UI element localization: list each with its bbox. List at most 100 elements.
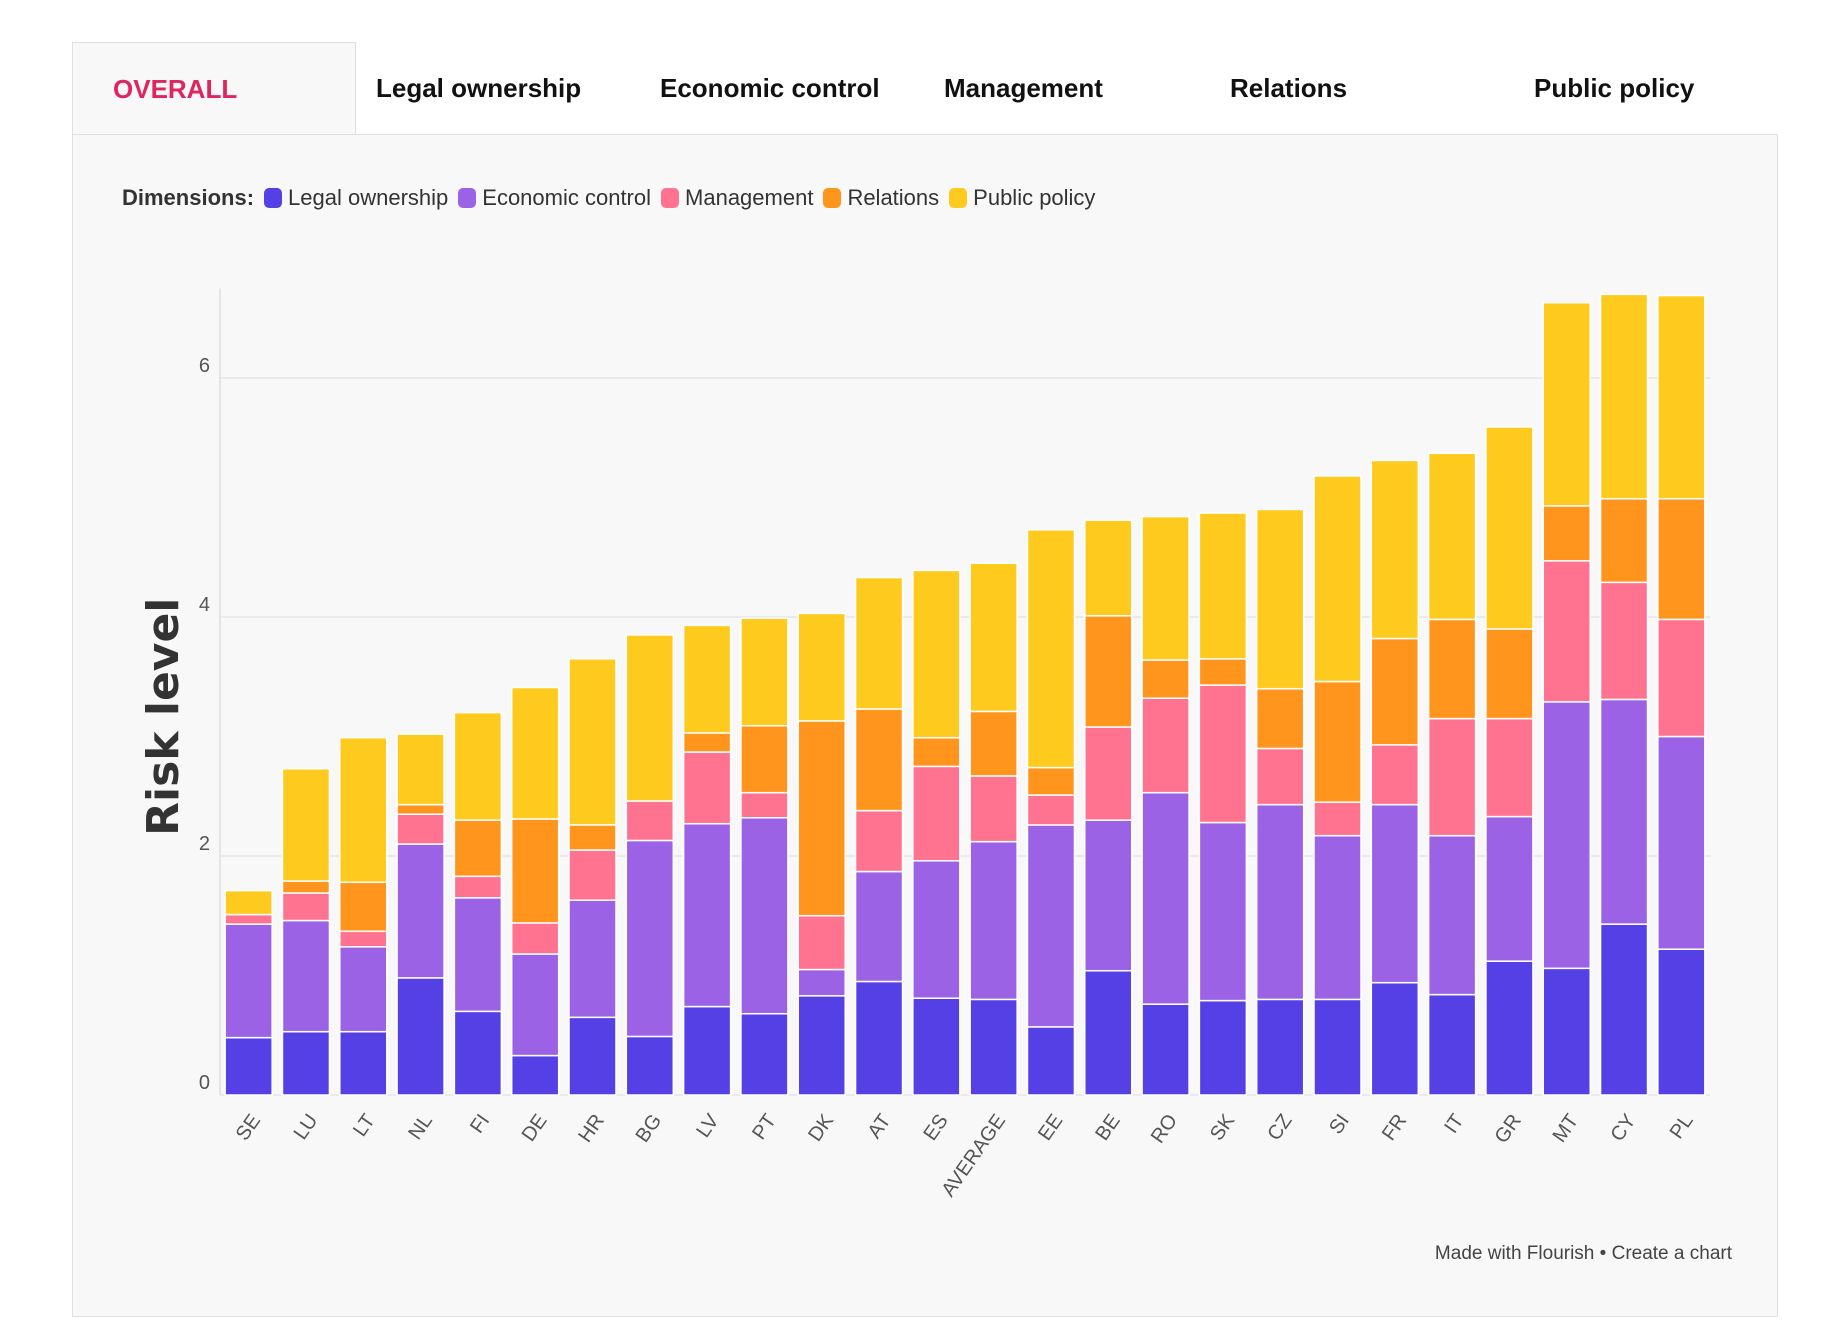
tab-relations[interactable]: Relations (1230, 73, 1348, 103)
bar-segment (1599, 581, 1649, 701)
bar-segment (1599, 698, 1649, 925)
bar-segment (568, 658, 617, 826)
x-tick-label: IT (1440, 1110, 1468, 1137)
legend-swatch (823, 188, 842, 208)
bar-segment (339, 930, 388, 948)
bar-segment (1026, 529, 1076, 769)
bar-segment (797, 612, 846, 722)
bar-segment (1485, 815, 1534, 962)
bar-segment (281, 880, 331, 894)
bar-segment (682, 1005, 732, 1096)
bar-segment (1370, 981, 1420, 1096)
tab-legal-ownership[interactable]: Legal ownership (376, 73, 582, 103)
bar-segment (396, 733, 445, 806)
bar-segment (1599, 293, 1649, 500)
bar-segment (396, 843, 445, 979)
legend-item-management[interactable]: Management (661, 185, 813, 211)
bar-segment (682, 822, 732, 1008)
made-with-flourish-link[interactable]: Made with Flourish (1434, 1243, 1595, 1264)
bar-segment (396, 813, 445, 845)
tab-public-policy[interactable]: Public policy (1534, 73, 1695, 103)
bar-segment (1026, 794, 1076, 826)
bar-segment (854, 576, 904, 710)
bar-segment (1084, 726, 1133, 821)
bar-segment (510, 953, 560, 1057)
bar-segment (1141, 515, 1190, 661)
legend-swatch (458, 188, 477, 208)
bar-segment (740, 617, 789, 727)
bar-segment (1084, 519, 1133, 617)
bar-segment (1313, 998, 1362, 1096)
tab-bar: OVERALL Legal ownership Economic control… (72, 42, 1778, 135)
bar-segment (510, 686, 560, 820)
bar-segment (912, 569, 961, 739)
create-chart-link[interactable]: Create a chart (1611, 1243, 1732, 1264)
bar-segment (797, 968, 846, 997)
bar-segment (854, 809, 904, 873)
x-tick-label: ES (919, 1110, 952, 1144)
bar-segment (682, 732, 732, 753)
tab-management[interactable]: Management (944, 73, 1103, 103)
y-tick-label: 0 (199, 1072, 210, 1094)
bar-segment (281, 768, 331, 882)
tab-overall[interactable]: OVERALL (72, 42, 356, 135)
legend-item-public-policy[interactable]: Public policy (949, 185, 1095, 211)
bar-segment (1141, 791, 1190, 1005)
bar-segment (1542, 967, 1591, 1096)
bar-segment (453, 1010, 503, 1096)
legend-label: Relations (847, 185, 940, 210)
bar-segment (740, 724, 789, 794)
tab-economic-control[interactable]: Economic control (660, 73, 880, 103)
bar-segment (1427, 452, 1477, 621)
bar-segment (1370, 459, 1420, 640)
bar-segment (912, 736, 961, 768)
bar-segment (1084, 819, 1133, 972)
bar-segment (1255, 687, 1305, 750)
bar-segment (797, 720, 846, 917)
bar-segment (339, 736, 388, 884)
x-tick-label: PL (1666, 1110, 1698, 1143)
legend-item-economic-control[interactable]: Economic control (458, 185, 651, 211)
bar-segment (281, 1030, 331, 1096)
legend-item-relations[interactable]: Relations (823, 185, 939, 211)
bar-segment (625, 1035, 675, 1096)
bar-segment (1542, 505, 1591, 562)
legend-label: Economic control (482, 185, 652, 210)
bar-segment (568, 824, 617, 851)
x-tick-label: LT (349, 1110, 380, 1141)
x-tick-label: PT (748, 1110, 781, 1144)
x-tick-label: GR (1491, 1110, 1526, 1147)
y-tick-label: 6 (199, 355, 210, 377)
x-tick-label: BG (632, 1110, 667, 1146)
bar-segment (854, 980, 904, 1096)
bar-segment (1599, 497, 1649, 584)
x-tick-label: SI (1325, 1110, 1354, 1138)
x-tick-label: BE (1091, 1110, 1124, 1144)
x-tick-label: LU (290, 1110, 323, 1144)
legend-title: Dimensions: (122, 185, 255, 210)
x-tick-label: DK (804, 1110, 838, 1146)
bar-segment (1026, 1026, 1076, 1096)
x-tick-label: NL (404, 1110, 437, 1144)
bar-segment (510, 1054, 560, 1096)
legend-item-legal-ownership[interactable]: Legal ownership (264, 185, 448, 211)
legend-swatch (949, 188, 968, 208)
bar-segment (339, 1030, 388, 1096)
bar-segment (453, 897, 503, 1013)
bar-segment (969, 998, 1018, 1096)
bar-segment (797, 995, 846, 1096)
legend-label: Public policy (973, 185, 1096, 210)
bar-segment (969, 775, 1018, 843)
bar-segment (1370, 803, 1420, 984)
bar-segment (1485, 960, 1534, 1096)
bar-segment (1542, 560, 1591, 703)
bar-segment (1141, 1003, 1190, 1096)
bar-segment (797, 915, 846, 971)
footer-separator: • (1599, 1243, 1607, 1264)
bar-segment (1370, 637, 1420, 746)
bar-segment (1198, 658, 1248, 686)
bar-segment (568, 1016, 617, 1096)
x-tick-label: SE (232, 1110, 265, 1144)
bar-segment (453, 711, 503, 821)
bar-segment (1485, 628, 1534, 720)
